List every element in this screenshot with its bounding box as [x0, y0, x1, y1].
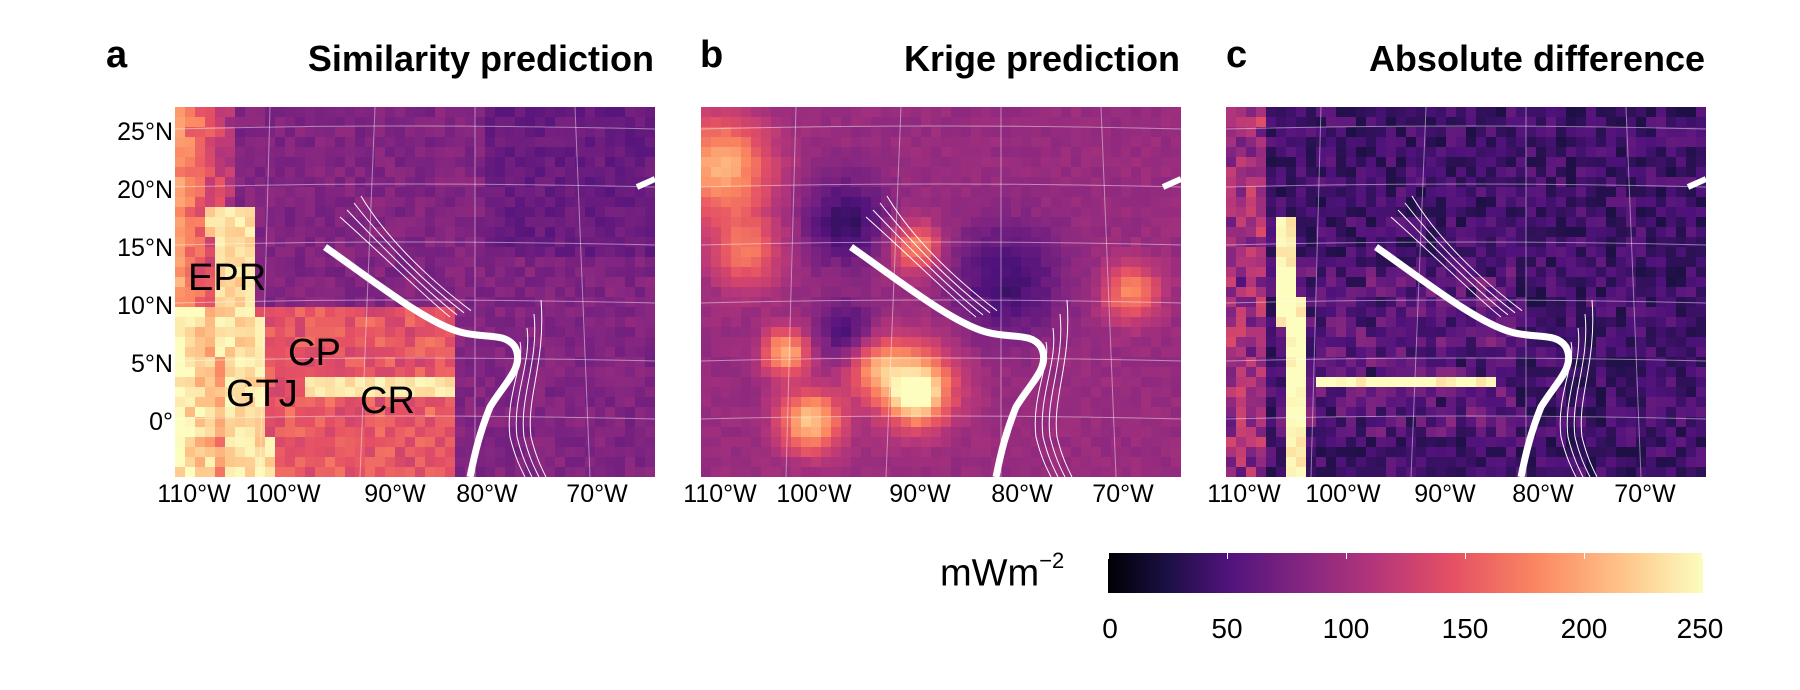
- panel-b-letter: b: [700, 34, 724, 76]
- lon-label-c-100w: 100°W: [1305, 480, 1381, 508]
- panel-a-title: Similarity prediction: [307, 38, 654, 79]
- colorbar-tick-50: 50: [1211, 613, 1243, 644]
- lon-label-c-90w: 90°W: [1414, 480, 1476, 508]
- cp-label: CP: [288, 332, 341, 374]
- panel-a-letter: a: [106, 34, 128, 76]
- colorbar-tickmark: [1465, 553, 1466, 559]
- lon-label-a-70w: 70°W: [566, 480, 628, 508]
- epr-label: EPR: [188, 257, 267, 299]
- panel-c-title: Absolute difference: [1368, 38, 1705, 79]
- cr-label: CR: [360, 380, 415, 422]
- colorbar-tick-100: 100: [1322, 613, 1370, 644]
- colorbar-tick-200: 200: [1560, 613, 1608, 644]
- lat-label-15n: 15°N: [117, 234, 173, 262]
- lon-label-a-90w: 90°W: [364, 480, 426, 508]
- lon-label-a-100w: 100°W: [245, 480, 321, 508]
- similarity-map-raster: [175, 107, 655, 477]
- colorbar-tickmark: [1702, 553, 1703, 559]
- lat-label-10n: 10°N: [117, 292, 173, 320]
- colorbar-tickmark: [1584, 553, 1585, 559]
- lat-label-0: 0°: [149, 408, 173, 436]
- krige-map-raster: [701, 107, 1181, 477]
- colorbar-unit-label: mWm−2: [940, 548, 1065, 595]
- lat-label-5n: 5°N: [131, 350, 173, 378]
- lon-label-b-110w: 110°W: [683, 480, 757, 508]
- lon-label-c-70w: 70°W: [1614, 480, 1676, 508]
- lon-label-b-90w: 90°W: [889, 480, 951, 508]
- lon-label-a-80w: 80°W: [456, 480, 518, 508]
- colorbar: [1108, 553, 1703, 593]
- panel-b-title: Krige prediction: [903, 38, 1180, 79]
- panel-c-letter: c: [1226, 34, 1248, 76]
- lon-label-c-80w: 80°W: [1512, 480, 1574, 508]
- lat-label-25n: 25°N: [117, 118, 173, 146]
- lon-label-b-100w: 100°W: [776, 480, 852, 508]
- colorbar-tick-150: 150: [1441, 613, 1489, 644]
- lon-label-b-80w: 80°W: [991, 480, 1053, 508]
- krige-prediction-map: [701, 107, 1181, 477]
- lon-label-b-70w: 70°W: [1092, 480, 1154, 508]
- similarity-prediction-map: [175, 107, 655, 477]
- colorbar-tickmark: [1227, 553, 1228, 559]
- colorbar-tick-0: 0: [1102, 613, 1118, 644]
- colorbar-tick-250: 250: [1676, 613, 1724, 644]
- lat-label-20n: 20°N: [117, 176, 173, 204]
- lon-label-a-110w: 110°W: [157, 480, 231, 508]
- lon-label-c-110w: 110°W: [1207, 480, 1281, 508]
- gtj-label: GTJ: [226, 373, 298, 415]
- colorbar-tickmark: [1346, 553, 1347, 559]
- difference-map-raster: [1226, 107, 1706, 477]
- absolute-difference-map: [1226, 107, 1706, 477]
- colorbar-tickmark: [1108, 553, 1109, 559]
